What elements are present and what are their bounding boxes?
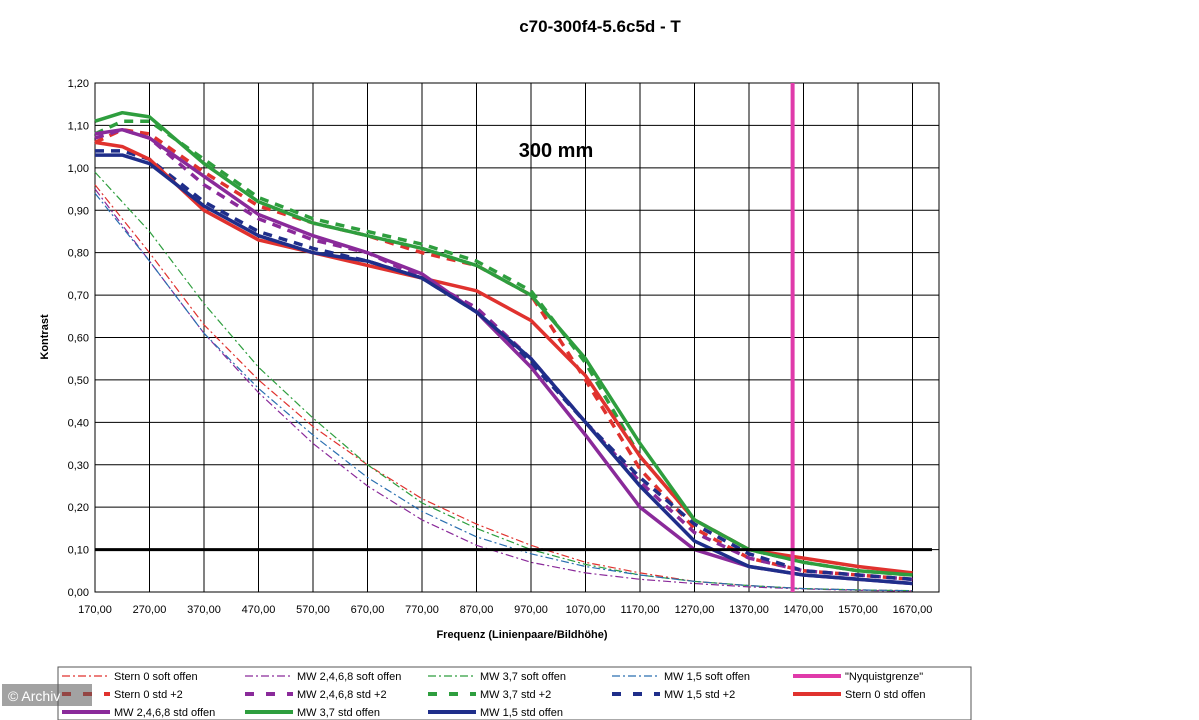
series-line-0 — [94, 184, 913, 592]
y-tick-label: 1,00 — [68, 163, 89, 175]
y-tick-label: 0,00 — [68, 587, 89, 599]
chart-grid — [94, 82, 939, 593]
series-line-6 — [94, 127, 913, 582]
watermark-text: © Archiv — [8, 688, 60, 704]
x-tick-label: 470,00 — [242, 604, 276, 616]
series-line-10 — [94, 127, 913, 586]
x-tick-label: 1470,00 — [784, 604, 824, 616]
x-tick-label: 770,00 — [405, 604, 439, 616]
series-line-1 — [94, 188, 913, 592]
y-tick-label: 0,50 — [68, 375, 89, 387]
series-line-9 — [94, 140, 913, 575]
x-tick-label: 1170,00 — [621, 604, 660, 616]
legend-label-0: Stern 0 soft offen — [114, 671, 198, 683]
series-line-12 — [95, 153, 913, 586]
x-tick-labels: 170,00 270,00 370,00 470,00 570,00 670,00 770,… — [78, 604, 932, 616]
x-tick-label: 1570,00 — [838, 604, 878, 616]
legend-label-1: MW 2,4,6,8 soft offen — [297, 671, 401, 683]
x-tick-label: 1270,00 — [675, 604, 715, 616]
x-tick-label: 870,00 — [460, 604, 494, 616]
series-line-5 — [94, 127, 913, 582]
x-tick-label: 1370,00 — [729, 604, 769, 616]
legend-label-6: MW 2,4,6,8 std +2 — [297, 689, 387, 701]
legend-label-12: MW 1,5 std offen — [480, 707, 563, 719]
y-tick-label: 0,90 — [68, 205, 89, 217]
x-tick-label: 970,00 — [514, 604, 548, 616]
legend-label-10: MW 2,4,6,8 std offen — [114, 707, 215, 719]
legend-label-7: MW 3,7 std +2 — [480, 689, 551, 701]
legend-label-9: Stern 0 std offen — [845, 689, 926, 701]
plot-frame — [94, 82, 940, 593]
chart-title: c70-300f4-5.6c5d - T — [519, 17, 681, 36]
x-tick-label: 670,00 — [351, 604, 385, 616]
legend-label-2: MW 3,7 soft offen — [480, 671, 566, 683]
y-tick-label: 0,10 — [68, 545, 89, 557]
legend-label-3: MW 1,5 soft offen — [664, 671, 750, 683]
y-tick-label: 0,80 — [68, 248, 89, 260]
y-tick-label: 0,20 — [68, 502, 89, 514]
legend: Stern 0 soft offen MW 2,4,6,8 soft offen M… — [62, 671, 926, 719]
series-line-3 — [94, 192, 913, 592]
legend-label-8: MW 1,5 std +2 — [664, 689, 735, 701]
y-tick-label: 0,30 — [68, 460, 89, 472]
y-tick-label: 1,10 — [68, 120, 89, 132]
y-axis-label: Kontrast — [39, 314, 51, 360]
y-tick-label: 0,60 — [68, 333, 89, 345]
y-tick-label: 0,70 — [68, 290, 89, 302]
y-tick-label: 0,40 — [68, 417, 89, 429]
x-tick-label: 170,00 — [78, 604, 112, 616]
x-tick-label: 370,00 — [187, 604, 221, 616]
x-tick-label: 270,00 — [133, 604, 167, 616]
legend-label-4: "Nyquistgrenze" — [845, 671, 923, 683]
y-tick-labels: 0,00 0,10 0,20 0,30 0,40 0,50 0,60 0,70 0,80 0,90… — [68, 78, 89, 599]
series-layer — [94, 83, 913, 592]
y-tick-label: 1,20 — [68, 78, 89, 90]
watermark-backdrop — [2, 684, 92, 706]
x-tick-label: 1070,00 — [566, 604, 606, 616]
legend-label-5: Stern 0 std +2 — [114, 689, 183, 701]
legend-label-11: MW 3,7 std offen — [297, 707, 380, 719]
focal-length-annotation: 300 mm — [519, 140, 594, 162]
x-tick-label: 570,00 — [296, 604, 330, 616]
series-line-11 — [94, 110, 913, 577]
series-line-2 — [94, 171, 913, 592]
x-tick-label: 1670,00 — [893, 604, 933, 616]
x-axis-label: Frequenz (Linienpaare/Bildhöhe) — [436, 629, 607, 641]
